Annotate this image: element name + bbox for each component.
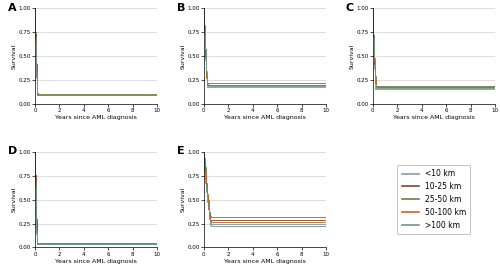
Y-axis label: Survival: Survival [12,187,16,212]
X-axis label: Years since AML diagnosis: Years since AML diagnosis [224,259,306,264]
Legend: <10 km, 10-25 km, 25-50 km, 50-100 km, >100 km: <10 km, 10-25 km, 25-50 km, 50-100 km, >… [397,165,470,234]
X-axis label: Years since AML diagnosis: Years since AML diagnosis [55,115,137,120]
Text: C: C [346,3,354,13]
Text: E: E [177,146,184,156]
Text: B: B [177,3,186,13]
X-axis label: Years since AML diagnosis: Years since AML diagnosis [55,259,137,264]
Y-axis label: Survival: Survival [180,187,186,212]
X-axis label: Years since AML diagnosis: Years since AML diagnosis [224,115,306,120]
Y-axis label: Survival: Survival [349,43,354,69]
X-axis label: Years since AML diagnosis: Years since AML diagnosis [393,115,475,120]
Text: A: A [8,3,16,13]
Y-axis label: Survival: Survival [12,43,16,69]
Text: D: D [8,146,18,156]
Y-axis label: Survival: Survival [180,43,186,69]
